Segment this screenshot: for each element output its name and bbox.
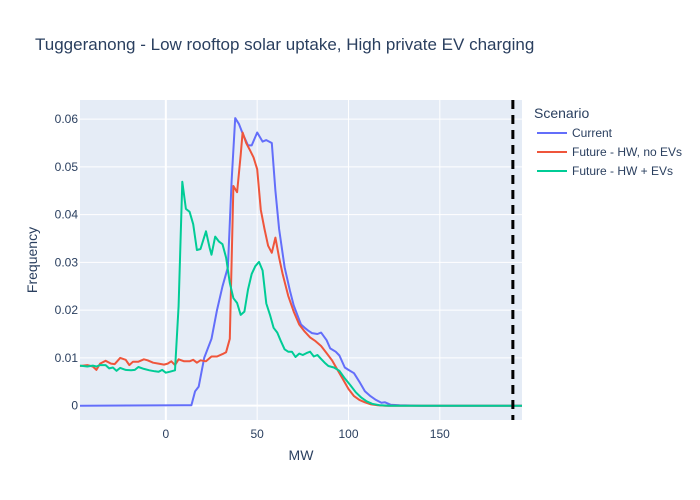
legend-title: Scenario <box>534 105 589 121</box>
y-tick-label: 0.02 <box>55 303 79 317</box>
chart-title: Tuggeranong - Low rooftop solar uptake, … <box>35 35 534 54</box>
legend-item-label[interactable]: Current <box>572 126 613 140</box>
x-tick-label: 50 <box>250 427 264 441</box>
y-tick-label: 0.06 <box>55 112 79 126</box>
series-layer <box>79 117 522 407</box>
x-tick-label: 150 <box>430 427 450 441</box>
series-line <box>79 131 522 407</box>
legend: Scenario Current Future - HW, no EVs Futur… <box>534 105 682 178</box>
y-axis-title: Frequency <box>24 227 40 293</box>
y-tick-label: 0 <box>71 399 78 413</box>
legend-item-label[interactable]: Future - HW, no EVs <box>572 145 682 159</box>
y-tick-label: 0.01 <box>55 351 79 365</box>
series-line <box>79 117 522 407</box>
series-line <box>79 180 522 407</box>
y-tick-label: 0.03 <box>55 255 79 269</box>
y-tick-label: 0.04 <box>55 208 79 222</box>
y-tick-label: 0.05 <box>55 160 79 174</box>
ticks: 0 50 100 150 0 0.01 0.02 0.03 0.04 0.05 0.06 <box>55 112 451 441</box>
plot-background <box>80 100 522 420</box>
x-tick-label: 100 <box>338 427 358 441</box>
legend-item-label[interactable]: Future - HW + EVs <box>572 164 673 178</box>
x-tick-label: 0 <box>162 427 169 441</box>
x-axis-title: MW <box>289 447 315 463</box>
